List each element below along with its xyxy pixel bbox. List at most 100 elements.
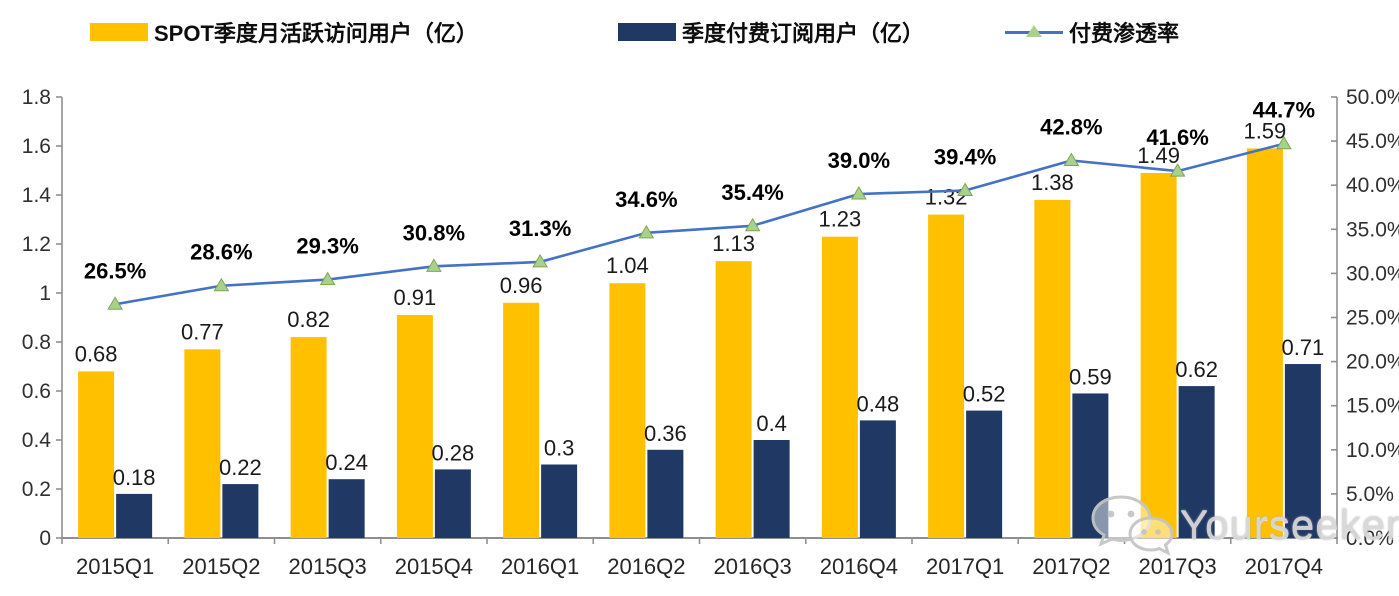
watermark: Yourseeker: [1088, 492, 1399, 558]
penetration-marker: [107, 296, 123, 310]
penetration-label: 31.3%: [509, 216, 571, 241]
penetration-label: 28.6%: [190, 240, 252, 265]
left-axis-tick-label: 0.6: [22, 380, 51, 403]
subscribers-bar-label: 0.48: [856, 391, 899, 416]
x-axis-label: 2016Q3: [713, 554, 791, 579]
mau-bar: [1140, 172, 1177, 538]
penetration-label: 26.5%: [84, 258, 146, 283]
right-axis-tick-label: 25.0%: [1346, 307, 1399, 330]
mau-bar: [1034, 199, 1071, 538]
mau-bar: [503, 302, 540, 538]
penetration-marker: [744, 217, 761, 232]
subscribers-bar-label: 0.71: [1281, 335, 1324, 360]
subscribers-bar: [753, 440, 790, 538]
left-axis-tick-label: 0.8: [22, 331, 51, 354]
mau-bar-label: 0.82: [287, 307, 330, 332]
left-axis-tick-label: 1: [39, 282, 51, 305]
left-axis-tick-label: 1.8: [22, 86, 51, 109]
legend-swatch-subscribers-bar: [618, 23, 676, 41]
legend-label-mau: SPOT季度月活跃访问用户（亿）: [154, 21, 478, 46]
mau-bar: [821, 236, 858, 538]
penetration-label: 41.6%: [1146, 125, 1208, 150]
subscribers-bar: [328, 479, 365, 538]
left-axis-tick-label: 1.4: [22, 184, 52, 207]
mau-bar: [78, 371, 115, 538]
penetration-label: 39.0%: [828, 148, 890, 173]
mau-bar-label: 1.49: [1137, 143, 1180, 168]
mau-bar-label: 0.68: [75, 341, 118, 366]
x-axis-label: 2015Q2: [182, 554, 260, 579]
mau-bar-label: 1.13: [712, 231, 755, 256]
mau-bar: [396, 315, 433, 538]
subscribers-bar: [434, 469, 471, 538]
right-axis-tick-label: 50.0%: [1346, 86, 1399, 109]
subscribers-bar: [966, 410, 1003, 538]
mau-bar-label: 0.77: [181, 319, 224, 344]
mau-bar-label: 0.96: [500, 273, 543, 298]
legend-item-mau: SPOT季度月活跃访问用户（亿）: [90, 16, 478, 48]
penetration-marker: [1169, 163, 1186, 177]
subscribers-bar-label: 0.59: [1069, 364, 1112, 389]
x-axis-label: 2016Q2: [607, 554, 685, 579]
wechat-icon: [1091, 495, 1174, 556]
subscribers-bar: [222, 484, 259, 538]
penetration-label: 44.7%: [1253, 98, 1315, 123]
subscribers-bar-label: 0.4: [756, 411, 787, 436]
subscribers-bar-label: 0.36: [644, 421, 687, 446]
left-axis-tick-label: 0: [39, 527, 51, 550]
right-axis-tick-label: 5.0%: [1346, 483, 1394, 506]
penetration-line: [113, 142, 1286, 306]
mau-bar-label: 1.59: [1243, 118, 1286, 143]
left-axis-tick-label: 0.4: [22, 429, 52, 452]
penetration-marker: [1276, 135, 1292, 150]
penetration-label: 42.8%: [1040, 115, 1102, 140]
subscribers-bar-label: 0.28: [431, 440, 474, 465]
mau-bar-label: 1.38: [1031, 170, 1074, 195]
penetration-marker: [213, 277, 230, 292]
mau-bar: [715, 261, 752, 538]
mau-bar: [290, 337, 327, 538]
subscribers-bar: [541, 464, 578, 538]
chart-legend: SPOT季度月活跃访问用户（亿） 季度付费订阅用户（亿） 付费渗透率: [0, 0, 1399, 60]
mau-bar: [184, 349, 221, 538]
penetration-marker: [957, 182, 973, 196]
mau-bar-label: 1.32: [925, 185, 968, 210]
x-axis-label: 2017Q3: [1138, 554, 1216, 579]
legend-line-swatch: [1005, 23, 1063, 41]
subscribers-bar-label: 0.24: [325, 450, 368, 475]
mau-bar: [928, 214, 965, 538]
penetration-label: 34.6%: [615, 187, 677, 212]
penetration-marker: [319, 271, 336, 286]
x-axis-label: 2017Q4: [1245, 554, 1323, 579]
right-axis-tick-label: 45.0%: [1346, 130, 1399, 153]
watermark-text: Yourseeker: [1180, 501, 1399, 548]
subscribers-bar: [1284, 364, 1321, 538]
mau-bar-label: 1.04: [606, 253, 649, 278]
legend-label-subscribers: 季度付费订阅用户（亿）: [682, 21, 925, 46]
legend-item-subscribers: 季度付费订阅用户（亿）: [618, 16, 924, 48]
penetration-marker: [638, 224, 655, 239]
mau-bar-label: 1.23: [818, 207, 861, 232]
right-axis-tick-label: 30.0%: [1346, 262, 1399, 285]
x-axis-label: 2016Q4: [820, 554, 898, 579]
right-axis-tick-label: 10.0%: [1346, 439, 1399, 462]
right-axis-tick-label: 15.0%: [1346, 395, 1399, 418]
x-axis-label: 2017Q2: [1032, 554, 1110, 579]
mau-bar: [609, 283, 646, 538]
legend-swatch-mau-bar: [90, 23, 148, 41]
penetration-label: 35.4%: [721, 180, 783, 205]
subscribers-bar-label: 0.22: [219, 455, 262, 480]
subscribers-bar: [647, 449, 684, 538]
x-axis-label: 2015Q4: [395, 554, 473, 579]
subscribers-bar-label: 0.18: [113, 465, 156, 490]
x-axis-label: 2015Q1: [76, 554, 154, 579]
penetration-marker: [532, 253, 548, 268]
legend-triangle-marker-icon: [1026, 25, 1042, 37]
penetration-marker: [426, 258, 442, 272]
legend-item-penetration: 付费渗透率: [1005, 16, 1179, 48]
subscribers-bar-label: 0.3: [544, 436, 575, 461]
x-axis-label: 2015Q3: [288, 554, 366, 579]
penetration-marker: [1063, 152, 1080, 167]
left-axis-tick-label: 1.2: [22, 233, 51, 256]
right-axis-tick-label: 40.0%: [1346, 174, 1399, 197]
